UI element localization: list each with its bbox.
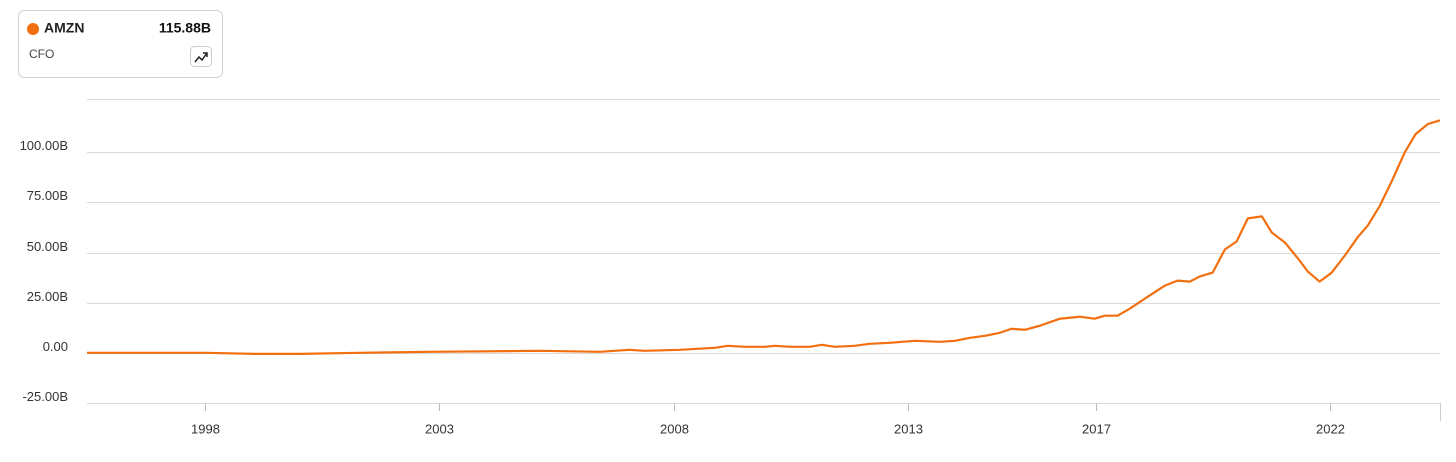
y-tick-label: 100.00B	[20, 138, 68, 153]
legend-box	[18, 10, 223, 78]
x-tick-label: 2013	[894, 421, 923, 436]
legend-value: 115.88B	[159, 20, 211, 36]
x-tick-label: 2022	[1316, 421, 1345, 436]
x-tick-label: 2017	[1082, 421, 1111, 436]
series-line	[87, 119, 1441, 355]
legend-ticker: AMZN	[44, 20, 84, 36]
legend-marker	[27, 23, 39, 35]
x-tick-label: 2003	[425, 421, 454, 436]
y-tick-label: 50.00B	[27, 239, 68, 254]
y-tick-label: 0.00	[43, 339, 68, 354]
legend-metric: CFO	[29, 47, 54, 61]
trend-button[interactable]	[190, 46, 212, 67]
y-tick-label: 75.00B	[27, 188, 68, 203]
x-tick-label: 1998	[191, 421, 220, 436]
legend: AMZN 115.88B CFO	[18, 10, 223, 78]
x-tick-label: 2008	[660, 421, 689, 436]
y-tick-label: -25.00B	[22, 389, 68, 404]
y-tick-label: 25.00B	[27, 289, 68, 304]
